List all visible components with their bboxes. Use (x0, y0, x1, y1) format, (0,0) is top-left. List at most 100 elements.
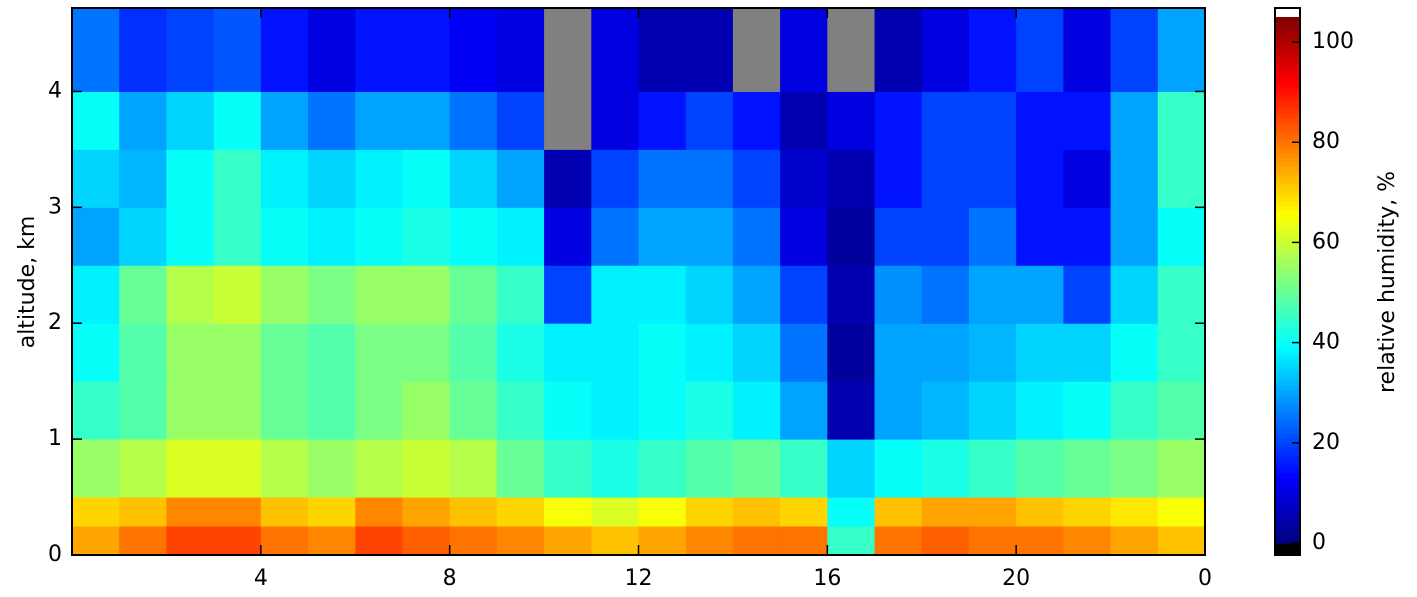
heat-cell (1110, 8, 1159, 92)
heat-cell (355, 91, 403, 150)
heat-cell (874, 526, 923, 556)
heat-cell (874, 439, 923, 498)
x-tick-label: 12 (625, 566, 653, 591)
heat-cell (496, 265, 545, 324)
colorbar-swatch (1275, 56, 1300, 62)
heat-cell (1110, 91, 1159, 150)
heat-cell (827, 91, 876, 150)
colorbar-swatch (1275, 166, 1300, 172)
heat-cell (874, 323, 923, 382)
colorbar-swatch (1275, 411, 1300, 417)
colorbar-swatch (1275, 122, 1300, 128)
heat-cell (780, 207, 828, 266)
heat-cell (921, 381, 970, 440)
heat-cell (72, 91, 120, 150)
colorbar-swatch (1275, 446, 1300, 452)
heat-cell (638, 439, 687, 498)
heat-cell (544, 381, 592, 440)
heat-cell (638, 91, 687, 150)
heat-cell (591, 91, 639, 150)
heat-cell (921, 265, 970, 324)
colorbar-swatch (1275, 117, 1300, 123)
heat-cell (449, 526, 498, 556)
heat-cell (685, 381, 734, 440)
heat-cell (591, 207, 639, 266)
colorbar-swatch (1275, 332, 1300, 338)
colorbar-swatch (1275, 490, 1300, 496)
heat-cell (638, 8, 687, 92)
colorbar-swatch (1275, 249, 1300, 255)
colorbar-swatch (1275, 420, 1300, 426)
heat-cell (544, 91, 592, 150)
colorbar-swatch (1275, 47, 1300, 53)
heat-cell (119, 381, 167, 440)
heat-cell (1157, 265, 1206, 324)
colorbar-swatch (1275, 170, 1300, 176)
heat-cell (496, 526, 545, 556)
colorbar-swatch (1275, 258, 1300, 264)
heat-cell (355, 265, 403, 324)
colorbar-swatch (1275, 315, 1300, 321)
heat-cell (544, 439, 592, 498)
heat-cell (355, 497, 403, 527)
heat-cell (119, 149, 167, 208)
heat-cell (72, 439, 120, 498)
heat-cell (732, 323, 781, 382)
heat-cell (591, 526, 639, 556)
colorbar-swatch (1275, 385, 1300, 391)
colorbar-swatch (1275, 236, 1300, 242)
heat-cell (1110, 323, 1159, 382)
heat-cell (544, 323, 592, 382)
heat-cell (827, 439, 876, 498)
colorbar-swatch (1275, 104, 1300, 110)
heat-cell (921, 497, 970, 527)
heat-cell (1110, 207, 1159, 266)
heat-cell (213, 8, 262, 92)
heat-cell (732, 91, 781, 150)
heat-cell (544, 149, 592, 208)
colorbar-swatch (1275, 534, 1300, 540)
colorbar-swatch (1275, 507, 1300, 513)
colorbar-swatch (1275, 398, 1300, 404)
heat-cell (732, 207, 781, 266)
heat-cell (1016, 8, 1064, 92)
heat-cell (874, 149, 923, 208)
colorbar-swatch (1275, 25, 1300, 31)
heat-cell (213, 149, 262, 208)
colorbar-swatch (1275, 354, 1300, 360)
heat-cell (449, 207, 498, 266)
colorbar-swatch (1275, 109, 1300, 115)
heat-cell (355, 207, 403, 266)
heat-cell (968, 439, 1017, 498)
heat-cell (732, 8, 781, 92)
colorbar-swatch (1275, 192, 1300, 198)
heat-cell (685, 207, 734, 266)
heat-cell (260, 207, 309, 266)
colorbar-swatch (1275, 231, 1300, 237)
heat-cell (355, 381, 403, 440)
heat-cell (827, 207, 876, 266)
colorbar-swatch (1275, 148, 1300, 154)
heat-cell (308, 91, 356, 150)
heat-cell (685, 439, 734, 498)
heat-cell (260, 439, 309, 498)
colorbar-swatch (1275, 187, 1300, 193)
colorbar-swatch (1275, 472, 1300, 478)
heat-cell (308, 149, 356, 208)
colorbar-swatch (1275, 494, 1300, 500)
colorbar-swatch (1275, 60, 1300, 66)
colorbar-swatch (1275, 223, 1300, 228)
heat-cell (402, 526, 451, 556)
heat-cell (260, 526, 309, 556)
heat-cell (1016, 439, 1064, 498)
heat-cell (874, 8, 923, 92)
heat-cell (496, 207, 545, 266)
heat-cell (544, 497, 592, 527)
colorbar-swatch (1275, 376, 1300, 382)
colorbar-swatch (1275, 52, 1300, 58)
colorbar-swatch (1275, 218, 1300, 224)
colorbar-swatch (1275, 69, 1300, 75)
colorbar-tick-label: 0 (1312, 530, 1326, 555)
heat-cell (72, 526, 120, 556)
heat-cell (119, 526, 167, 556)
